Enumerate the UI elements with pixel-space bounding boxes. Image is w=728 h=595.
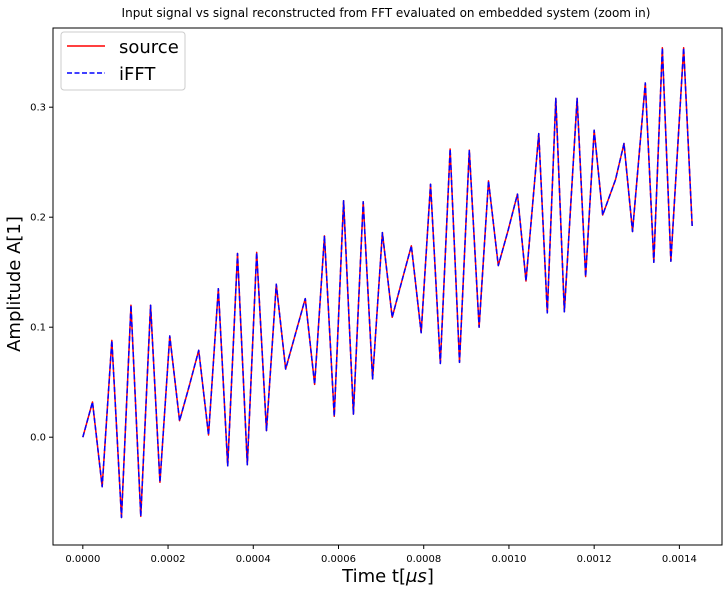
y-tick-label: 0.0: [30, 433, 46, 444]
y-tick-label: 0.1: [30, 323, 46, 334]
series-layer: [82, 47, 693, 519]
x-tick-label: 0.0014: [662, 554, 697, 565]
y-axis: 0.0 0.1 0.2 0.3: [30, 103, 53, 444]
x-tick-label: 0.0004: [236, 554, 271, 565]
x-tick-label: 0.0008: [406, 554, 441, 565]
plot-area: [52, 27, 723, 546]
legend: source iFFT: [60, 31, 186, 91]
x-axis-label: Time t[μs]: [341, 566, 434, 587]
legend-source-label: source: [119, 37, 179, 58]
chart-title: Input signal vs signal reconstructed fro…: [122, 6, 651, 20]
x-axis-label-suffix: ]: [427, 566, 434, 587]
y-tick-label: 0.2: [30, 213, 46, 224]
x-tick-label: 0.0002: [151, 554, 186, 565]
series-line-ifft: [82, 47, 693, 519]
y-tick-label: 0.3: [30, 103, 46, 114]
y-axis-label: Amplitude A[1]: [4, 216, 25, 352]
x-axis-label-text: Time t[: [341, 566, 406, 587]
legend-ifft-label: iFFT: [119, 64, 156, 85]
x-tick-label: 0.0012: [577, 554, 612, 565]
x-axis: 0.0000 0.0002 0.0004 0.0006 0.0008 0.0010 0.00…: [65, 545, 697, 565]
x-tick-label: 0.0010: [491, 554, 526, 565]
x-tick-label: 0.0000: [65, 554, 100, 565]
x-axis-label-unit: μs: [405, 566, 427, 587]
x-tick-label: 0.0006: [321, 554, 356, 565]
